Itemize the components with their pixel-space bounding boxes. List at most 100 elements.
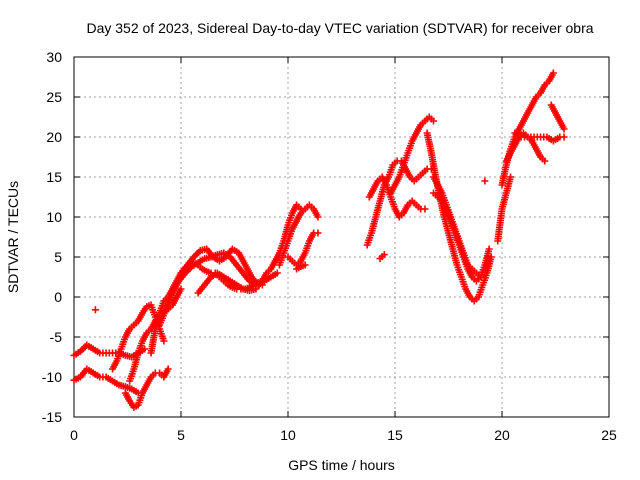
- series-trace: [114, 347, 124, 363]
- series-trace: [480, 271, 490, 287]
- x-tick-label: 5: [177, 427, 185, 443]
- series-trace: [234, 263, 245, 275]
- series-2: [91, 306, 99, 314]
- series-trace: [439, 191, 450, 207]
- series-trace: [198, 246, 209, 254]
- series-trace: [557, 119, 567, 131]
- y-tick-label: -5: [50, 329, 63, 345]
- series-trace: [228, 255, 239, 267]
- series-trace: [435, 183, 445, 195]
- series-trace: [222, 274, 232, 284]
- series-trace: [281, 239, 291, 255]
- data-point: [481, 177, 489, 185]
- series-trace: [409, 131, 419, 143]
- series-trace: [503, 151, 513, 163]
- series-trace: [72, 374, 82, 383]
- series-trace: [91, 370, 102, 380]
- series-trace: [456, 239, 467, 255]
- series-trace: [91, 346, 102, 356]
- series-trace: [400, 151, 411, 167]
- chart-title: Day 352 of 2023, Sidereal Day-to-day VTE…: [86, 20, 593, 36]
- series-trace: [392, 175, 402, 187]
- series-9: [194, 269, 260, 297]
- series-trace: [174, 287, 184, 299]
- series-21: [494, 173, 515, 245]
- series-trace: [249, 275, 260, 287]
- series-trace: [185, 255, 196, 267]
- series-trace: [130, 386, 140, 396]
- data-point: [164, 365, 172, 373]
- series-trace: [268, 259, 278, 271]
- series-trace: [236, 251, 248, 267]
- series-3: [109, 301, 168, 373]
- series-trace: [110, 359, 120, 371]
- series-trace: [545, 134, 555, 144]
- series-trace: [72, 349, 82, 358]
- y-tick-label: -15: [42, 409, 62, 425]
- series-trace: [405, 139, 415, 155]
- series-trace: [216, 270, 226, 280]
- series-trace: [529, 139, 539, 151]
- series-trace: [431, 175, 441, 187]
- y-tick-label: 30: [46, 49, 62, 65]
- series-trace: [176, 271, 188, 283]
- series-trace: [388, 183, 398, 195]
- series-trace: [525, 103, 535, 115]
- series-trace: [248, 286, 258, 294]
- tick-layer: 0 5 10 15 20 25 -15 -10 -5 0 5 10 15 20 25 30: [42, 49, 617, 443]
- series-16: [376, 251, 388, 263]
- data-point: [314, 229, 322, 237]
- data-point: [560, 125, 568, 133]
- series-trace: [463, 287, 473, 299]
- series-trace: [248, 278, 258, 288]
- data-point: [314, 213, 322, 221]
- series-trace: [179, 263, 190, 275]
- series-trace: [428, 151, 439, 179]
- series-trace: [285, 227, 295, 243]
- series-trace: [452, 227, 462, 243]
- series-trace: [216, 250, 226, 258]
- series-trace: [78, 343, 89, 354]
- series-trace: [117, 382, 127, 390]
- y-tick-label: 20: [46, 129, 62, 145]
- data-point: [477, 273, 485, 281]
- series-trace: [211, 254, 221, 264]
- series-17: [387, 113, 438, 197]
- series-trace: [218, 254, 228, 264]
- x-tick-label: 25: [601, 427, 617, 443]
- y-axis-label: SDTVAR / TECUs: [5, 181, 21, 293]
- series-trace: [140, 331, 150, 343]
- series-trace: [140, 383, 150, 395]
- series-trace: [494, 207, 506, 243]
- series-trace: [241, 271, 252, 283]
- series-trace: [413, 123, 424, 135]
- series-trace: [231, 246, 241, 256]
- series-trace: [111, 378, 121, 388]
- series-1: [70, 365, 142, 397]
- series-trace: [256, 278, 266, 288]
- series-trace: [156, 299, 167, 315]
- series-trace: [122, 327, 133, 339]
- data-point: [541, 157, 549, 165]
- series-trace: [259, 271, 270, 283]
- x-tick-label: 20: [494, 427, 510, 443]
- series-trace: [552, 134, 562, 144]
- data-point: [487, 253, 495, 261]
- series-trace: [196, 283, 207, 295]
- series-trace: [403, 167, 413, 179]
- data-point: [380, 251, 388, 259]
- series-trace: [183, 264, 194, 275]
- series-trace: [130, 350, 140, 360]
- series-10: [258, 201, 305, 285]
- series-trace: [170, 279, 182, 295]
- series-22: [481, 177, 489, 185]
- data-point: [160, 337, 168, 345]
- series-trace: [447, 215, 458, 231]
- series-trace: [285, 211, 295, 227]
- x-tick-label: 15: [387, 427, 403, 443]
- series-trace: [465, 267, 475, 279]
- series-trace: [538, 83, 548, 95]
- series-trace: [512, 135, 522, 147]
- series-trace: [388, 195, 398, 211]
